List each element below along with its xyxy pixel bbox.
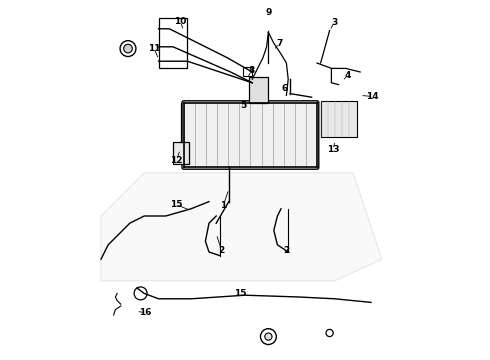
- Bar: [248, 77, 269, 103]
- Text: 1: 1: [220, 201, 226, 210]
- Text: 2: 2: [283, 246, 290, 255]
- Circle shape: [120, 41, 136, 57]
- Circle shape: [134, 287, 147, 300]
- Bar: [173, 142, 189, 164]
- Circle shape: [123, 44, 132, 53]
- Text: 14: 14: [367, 92, 379, 101]
- Text: 10: 10: [174, 17, 186, 26]
- Text: 11: 11: [148, 44, 161, 53]
- Text: 12: 12: [171, 156, 183, 165]
- FancyBboxPatch shape: [182, 101, 319, 169]
- Text: 7: 7: [276, 39, 282, 48]
- Text: 6: 6: [281, 84, 288, 93]
- Text: 3: 3: [331, 18, 338, 27]
- Circle shape: [261, 329, 276, 345]
- Bar: [159, 18, 187, 68]
- Text: 9: 9: [265, 8, 271, 17]
- Text: 15: 15: [234, 289, 246, 298]
- Text: 13: 13: [327, 145, 340, 154]
- Text: 15: 15: [170, 200, 182, 209]
- Text: 4: 4: [344, 71, 351, 80]
- Polygon shape: [101, 173, 382, 281]
- Text: 5: 5: [240, 101, 246, 110]
- Circle shape: [265, 333, 272, 340]
- Bar: [243, 67, 252, 76]
- Circle shape: [326, 329, 333, 337]
- Text: 8: 8: [248, 67, 255, 76]
- Text: 2: 2: [219, 246, 225, 255]
- Bar: [320, 101, 357, 137]
- Text: 16: 16: [139, 308, 151, 317]
